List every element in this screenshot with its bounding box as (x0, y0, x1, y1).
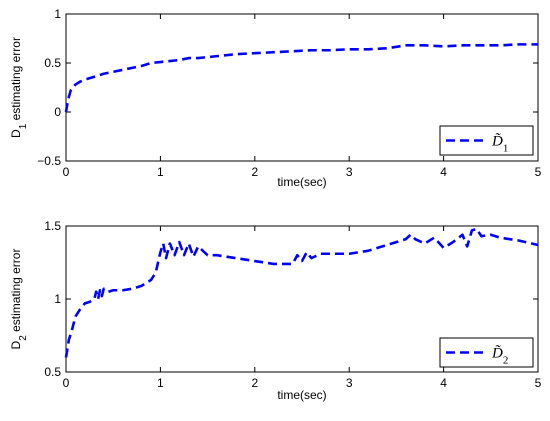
legend: D̃1 (439, 125, 534, 156)
chart-panel-2: 0 1 2 3 4 5 0.5 1 1.5 time(sec) D2 estimating erro… (9, 219, 542, 402)
x-tick-label: 4 (440, 165, 447, 179)
y-tick-label: 0 (54, 105, 61, 119)
legend-label: D̃1 (491, 133, 508, 154)
x-tick-label: 0 (63, 165, 70, 179)
y-tick-label: 0.5 (44, 56, 61, 70)
x-tick-label: 2 (251, 376, 258, 390)
y-tick-label: 1 (54, 292, 61, 306)
y-tick-label: 1 (54, 7, 61, 21)
legend-box (439, 125, 534, 156)
x-axis-label: time(sec) (277, 388, 326, 402)
x-tick-label: 5 (535, 165, 542, 179)
x-tick-label: 4 (440, 376, 447, 390)
legend: D̃2 (439, 337, 534, 368)
x-tick-label: 1 (157, 376, 164, 390)
x-tick-label: 0 (63, 376, 70, 390)
x-tick-label: 2 (251, 165, 258, 179)
x-tick-label: 1 (157, 165, 164, 179)
x-axis-label: time(sec) (277, 175, 326, 189)
series-line-1 (64, 43, 538, 113)
y-tick-label: 0.5 (44, 365, 61, 379)
x-tick-label: 5 (535, 376, 542, 390)
legend-box (439, 337, 534, 368)
y-axis-label: D2 estimating error (9, 249, 29, 350)
series-line-2 (64, 227, 539, 358)
x-tick-label: 3 (346, 376, 353, 390)
y-tick-label: 1.5 (44, 219, 61, 233)
legend-label: D̃2 (491, 345, 508, 366)
x-tick-label: 3 (346, 165, 353, 179)
y-axis-label: D1 estimating error (9, 37, 29, 138)
y-tick-label: −0.5 (37, 154, 61, 168)
